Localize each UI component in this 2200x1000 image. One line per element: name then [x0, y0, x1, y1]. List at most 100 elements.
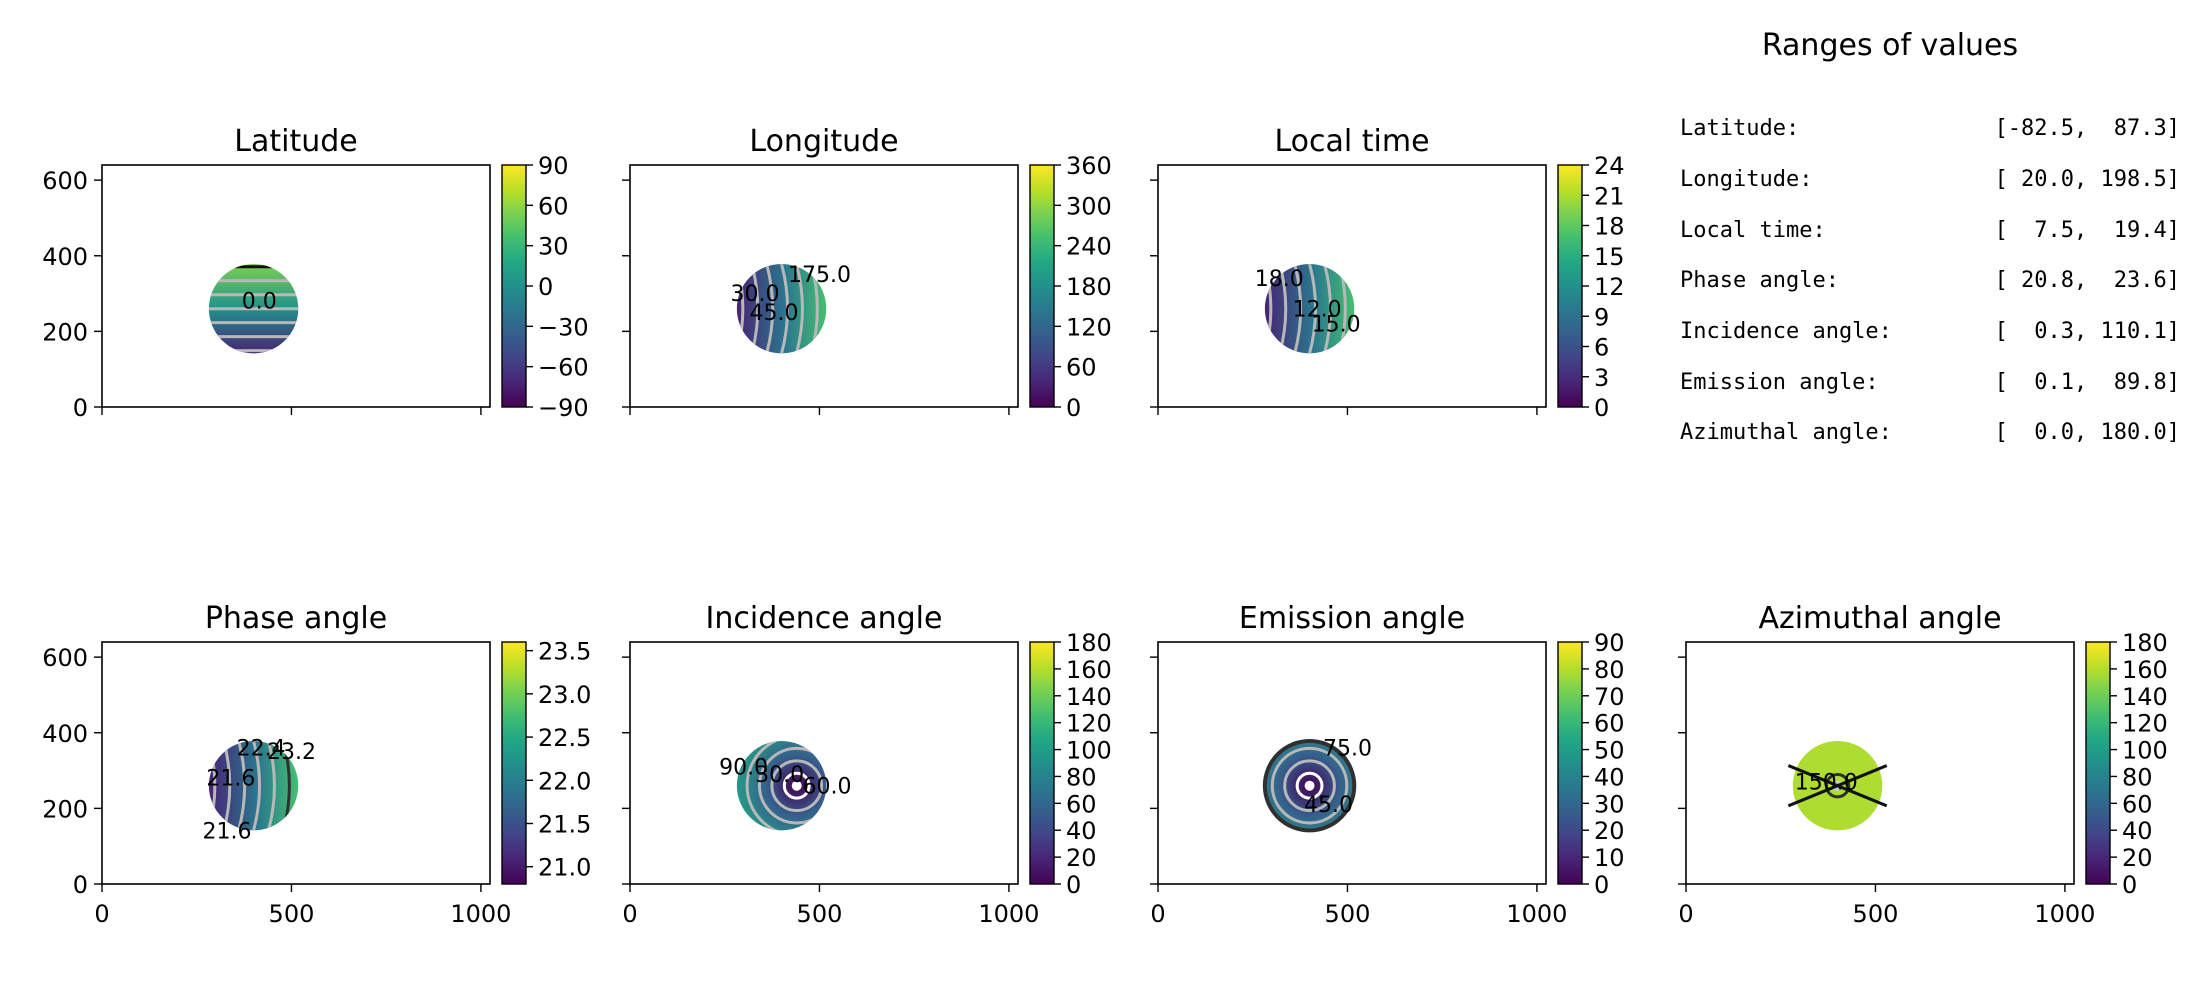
- range-label: Longitude:: [1680, 167, 1813, 192]
- colorbar: [501, 641, 527, 885]
- y-tick-label: 0: [73, 871, 88, 899]
- y-tick-label: 600: [42, 644, 88, 672]
- subplot-title: Emission angle: [1239, 601, 1465, 636]
- range-label: Emission angle:: [1680, 370, 1879, 395]
- colorbar-tick-label: 40: [2122, 817, 2153, 845]
- range-row-incidence-angle: Incidence angle: [ 0.3, 110.1]: [1680, 319, 2180, 349]
- subplot-title: Incidence angle: [706, 601, 943, 636]
- contour-label: 21.6: [203, 820, 252, 845]
- contour-line: [267, 740, 276, 831]
- colorbar-tick-label: 60: [1594, 710, 1625, 738]
- contour-line: [1323, 263, 1332, 354]
- colorbar-tick-label: 23.0: [538, 681, 591, 709]
- y-tick-label: 400: [42, 720, 88, 748]
- contour-line: [770, 759, 824, 813]
- contour-line: [795, 263, 804, 354]
- colorbar-tick-label: 10: [1594, 844, 1625, 872]
- y-tick-label: 0: [73, 394, 88, 422]
- contour-line: [757, 746, 827, 825]
- contour-label: 18.0: [1255, 267, 1304, 292]
- axes-frame: [1685, 641, 2075, 885]
- colorbar-tick-label: 9: [1594, 303, 1609, 331]
- colorbar-tick-label: −30: [538, 313, 589, 341]
- contour-line: [1352, 263, 1355, 354]
- contour-label: 22.4: [237, 736, 286, 761]
- y-tick-label: 400: [42, 243, 88, 271]
- range-value: [ 0.0, 180.0]: [1994, 420, 2180, 445]
- contour-label: 0.0: [242, 290, 277, 315]
- colorbar-tick-label: 360: [1066, 152, 1112, 180]
- colorbar-tick-label: 12: [1594, 273, 1625, 301]
- center-dot: [1304, 780, 1315, 791]
- x-tick-label: 0: [1678, 900, 1693, 928]
- contour-label: 90.0: [719, 755, 768, 780]
- colorbar-tick-label: 60: [1066, 790, 1097, 818]
- colorbar-tick-label: 90: [538, 152, 569, 180]
- contour-label: 150.0: [1795, 770, 1858, 795]
- range-row-emission-angle: Emission angle: [ 0.1, 89.8]: [1680, 370, 2180, 400]
- contour-label: 15.0: [1312, 312, 1361, 337]
- contour-label: 75.0: [1323, 736, 1372, 761]
- x-tick-label: 1000: [978, 900, 1039, 928]
- axes-frame: [101, 164, 491, 408]
- range-row-azimuthal-angle: Azimuthal angle: [ 0.0, 180.0]: [1680, 420, 2180, 450]
- colorbar-tick-label: 30: [1594, 790, 1625, 818]
- colorbar-tick-label: 120: [1066, 313, 1112, 341]
- colorbar-tick-label: 21.0: [538, 854, 591, 882]
- colorbar-tick-label: 60: [538, 192, 569, 220]
- colorbar-tick-label: 300: [1066, 192, 1112, 220]
- range-row-latitude: Latitude: [-82.5, 87.3]: [1680, 116, 2180, 146]
- colorbar-tick-label: 70: [1594, 683, 1625, 711]
- colorbar-tick-label: 20: [1594, 817, 1625, 845]
- range-value: [ 20.0, 198.5]: [1994, 167, 2180, 192]
- range-value: [-82.5, 87.3]: [1994, 116, 2180, 141]
- colorbar-tick-label: 21.5: [538, 811, 591, 839]
- range-row-phase-angle: Phase angle: [ 20.8, 23.6]: [1680, 268, 2180, 298]
- colorbar: [1029, 641, 1055, 885]
- contour-label: 175.0: [788, 263, 851, 288]
- colorbar-tick-label: 30: [538, 233, 569, 261]
- colorbar-tick-label: 60: [2122, 790, 2153, 818]
- colorbar-tick-label: 180: [1066, 273, 1112, 301]
- colorbar-tick-label: 140: [1066, 683, 1112, 711]
- subplot-title: Local time: [1274, 124, 1429, 159]
- contour-label: 45.0: [1304, 793, 1353, 818]
- range-label: Local time:: [1680, 218, 1826, 243]
- contour-label: 21.6: [206, 767, 255, 792]
- contour-label: 23.2: [267, 740, 316, 765]
- axes-frame: [629, 641, 1019, 885]
- colorbar-tick-label: 24: [1594, 152, 1625, 180]
- x-tick-label: 0: [622, 900, 637, 928]
- colorbar-tick-label: 160: [2122, 656, 2168, 684]
- colorbar-tick-label: 100: [1066, 737, 1112, 765]
- range-value: [ 0.3, 110.1]: [1994, 319, 2180, 344]
- colorbar-tick-label: 0: [1066, 394, 1081, 422]
- contour-line: [1283, 759, 1336, 813]
- range-value: [ 20.8, 23.6]: [1994, 268, 2180, 293]
- colorbar-tick-label: −60: [538, 354, 589, 382]
- range-row-local-time: Local time: [ 7.5, 19.4]: [1680, 218, 2180, 248]
- x-tick-label: 1000: [1506, 900, 1567, 928]
- y-tick-label: 200: [42, 318, 88, 346]
- colorbar-tick-label: 18: [1594, 213, 1625, 241]
- y-tick-label: 200: [42, 795, 88, 823]
- colorbar-tick-label: 22.5: [538, 724, 591, 752]
- colorbar-tick-label: 80: [2122, 763, 2153, 791]
- contour-label: 60.0: [803, 774, 852, 799]
- contour-line: [780, 263, 790, 354]
- colorbar-tick-label: 80: [1594, 656, 1625, 684]
- colorbar: [1557, 164, 1583, 408]
- colorbar-tick-label: 22.0: [538, 767, 591, 795]
- axes-frame: [1157, 641, 1547, 885]
- contour-line: [1787, 764, 1888, 808]
- colorbar-tick-label: 120: [2122, 710, 2168, 738]
- contour-line: [252, 740, 262, 831]
- colorbar-tick-label: 21: [1594, 182, 1625, 210]
- subplot-latitude: Latitude 0.0 0 200 400 600 90 60 30 0 −30 −60 −90: [42, 124, 588, 422]
- subplot-phase-angle: Phase angle 23.222.4 21.6 21.6 0 500 1000 0 200 4…: [42, 601, 591, 928]
- x-tick-label: 1000: [450, 900, 511, 928]
- colorbar-tick-label: 23.5: [538, 638, 591, 666]
- ranges-title: Ranges of values: [1761, 28, 2019, 63]
